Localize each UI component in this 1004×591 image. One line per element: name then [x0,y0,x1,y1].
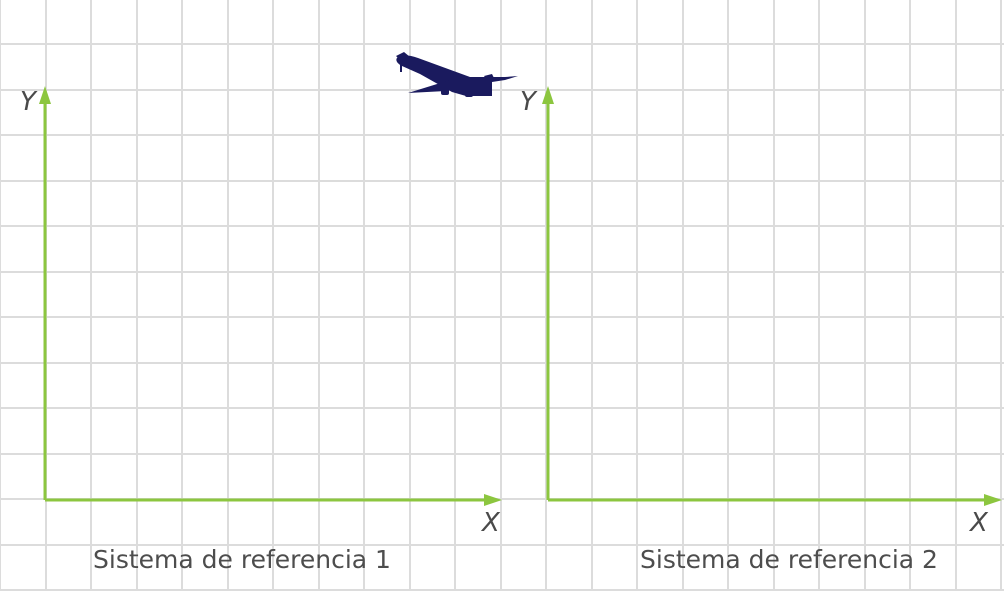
frame-2-y-label: Y [520,87,538,117]
frame-1-x-label: X [480,508,501,538]
frame-2-x-arrowhead [984,494,1002,506]
frame-1-y-arrowhead [39,86,51,104]
frame-1-y-label: Y [20,87,38,117]
frame-1-caption: Sistema de referencia 1 [93,545,391,574]
reference-frame-2: Y X Sistema de referencia 2 [520,86,1002,574]
frame-2-x-label: X [968,508,989,538]
frame-2-y-arrowhead [542,86,554,104]
reference-frame-1: Y X Sistema de referencia 1 [20,86,502,574]
frame-1-x-arrowhead [484,494,502,506]
airplane-icon [396,52,518,97]
frame-2-caption: Sistema de referencia 2 [640,545,938,574]
